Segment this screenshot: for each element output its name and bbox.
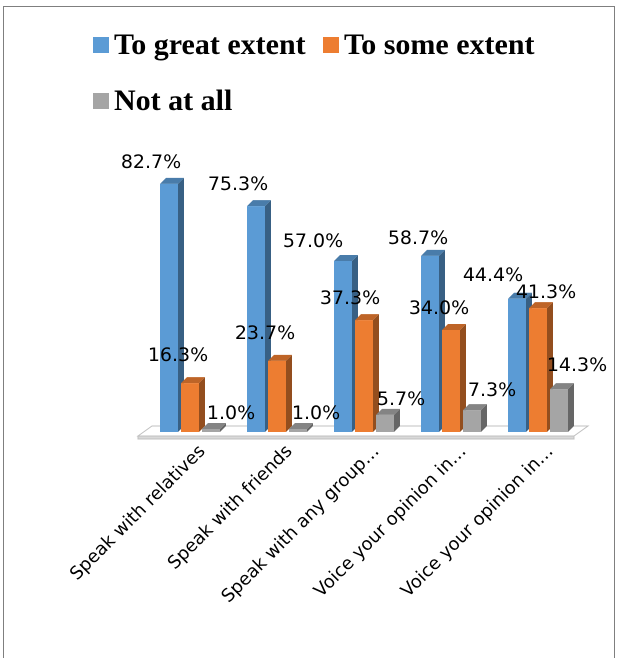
legend-item-some-extent: To some extent (323, 28, 535, 62)
chart-value-labels: 82.7% 16.3% 1.0% 75.3% 23.7% 1.0% 57.0% 37.3% 5.… (121, 151, 607, 424)
data-label-great-extent-0: 82.7% (121, 151, 181, 173)
data-label-great-extent-2: 57.0% (283, 230, 343, 252)
legend-label-some-extent: To some extent (344, 28, 535, 61)
chart-bars (160, 177, 574, 432)
bar-top (160, 177, 184, 184)
bar-top (376, 408, 400, 415)
data-label-some-extent-4: 41.3% (516, 281, 576, 303)
bar-some-extent-3 (442, 324, 466, 432)
bar-side (460, 324, 466, 432)
bar-great-extent-4 (508, 292, 532, 432)
data-label-some-extent-1: 23.7% (235, 322, 295, 344)
legend-item-not-at-all: Not at all (93, 84, 232, 118)
data-label-some-extent-2: 37.3% (320, 287, 380, 309)
bar-top (181, 377, 205, 384)
bar-front (376, 414, 394, 432)
bar-front (202, 429, 220, 432)
bar-top (334, 255, 358, 261)
bar-front (442, 330, 460, 432)
data-label-not-at-all-0: 1.0% (207, 402, 255, 424)
bar-top (268, 354, 292, 361)
bar-front (247, 206, 265, 432)
legend-item-great-extent: To great extent (93, 28, 306, 62)
bar-front (508, 298, 526, 432)
bar-not-at-all-1 (289, 423, 313, 432)
bar-side (286, 354, 292, 432)
bar-top (202, 423, 226, 429)
bar-front (529, 308, 547, 432)
bar-some-extent-0 (181, 377, 205, 432)
legend-swatch-great-extent (93, 37, 109, 53)
bar-not-at-all-2 (376, 408, 400, 432)
bar-some-extent-2 (355, 314, 379, 432)
bar-side (199, 377, 205, 432)
bar-side (481, 404, 487, 432)
bar-front (550, 389, 568, 432)
bar-not-at-all-4 (550, 383, 574, 432)
bar-side (394, 408, 400, 432)
bar-top (508, 292, 532, 299)
bar-front (334, 261, 352, 432)
legend-label-not-at-all: Not at all (114, 84, 233, 117)
bar-front (355, 320, 373, 432)
bar-side (220, 423, 226, 432)
chart-frame (3, 6, 615, 658)
data-label-great-extent-1: 75.3% (208, 173, 268, 195)
bar-side (178, 177, 184, 432)
chart-legend: To great extent To some extent Not at al… (0, 0, 624, 130)
data-label-not-at-all-3: 7.3% (468, 379, 516, 401)
bar-side (568, 383, 574, 432)
bar-front (268, 360, 286, 432)
data-label-some-extent-0: 16.3% (148, 344, 208, 366)
bar-top (550, 383, 574, 390)
bar-not-at-all-0 (202, 423, 226, 432)
bar-top (421, 249, 445, 256)
bar-side (373, 314, 379, 432)
bar-top (463, 404, 487, 411)
bar-front (421, 255, 439, 432)
bar-great-extent-0 (160, 177, 184, 432)
category-label-4: Voice your opinion in… (397, 441, 558, 602)
data-label-not-at-all-2: 5.7% (377, 388, 425, 410)
bar-great-extent-1 (247, 200, 271, 432)
bar-top (247, 200, 271, 207)
bar-front (289, 429, 307, 432)
bar-top (529, 302, 553, 309)
bar-top (355, 314, 379, 321)
legend-swatch-some-extent (323, 37, 339, 53)
bar-front (463, 410, 481, 432)
category-label-2: Speak with any group… (217, 441, 383, 607)
data-label-great-extent-4: 44.4% (463, 264, 523, 286)
bar-front (160, 183, 178, 432)
data-label-some-extent-3: 34.0% (409, 297, 469, 319)
bar-top (289, 423, 313, 429)
bar-front (181, 383, 199, 432)
bar-side (307, 423, 313, 432)
bar-some-extent-1 (268, 354, 292, 432)
data-label-great-extent-3: 58.7% (388, 227, 448, 249)
legend-label-great-extent: To great extent (114, 28, 306, 61)
bar-top (442, 324, 466, 330)
data-label-not-at-all-1: 1.0% (292, 402, 340, 424)
legend-swatch-not-at-all (93, 93, 109, 109)
data-label-not-at-all-4: 14.3% (547, 354, 607, 376)
category-label-3: Voice your opinion in… (310, 441, 471, 602)
bar-not-at-all-3 (463, 404, 487, 432)
floor-front (137, 435, 575, 440)
